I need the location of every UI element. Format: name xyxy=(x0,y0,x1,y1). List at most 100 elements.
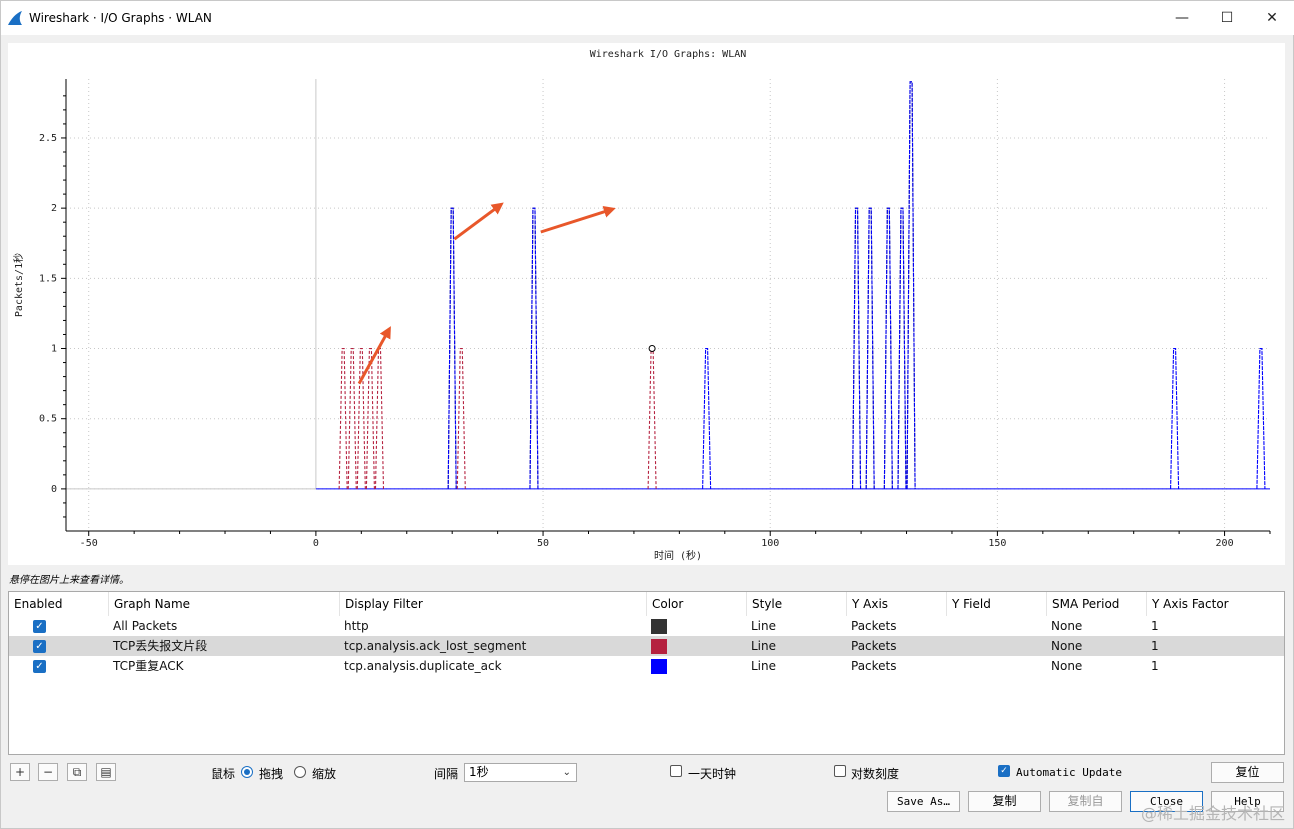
table-row[interactable]: ✓ All Packets http Line Packets None 1 xyxy=(9,616,1284,636)
style: Line xyxy=(751,639,777,653)
col-y-axis[interactable]: Y Axis xyxy=(847,592,947,616)
copy-graph-button[interactable]: ⧉ xyxy=(67,763,87,781)
copy-button[interactable]: 复制 xyxy=(968,791,1041,812)
col-display-filter[interactable]: Display Filter xyxy=(340,592,647,616)
color-swatch[interactable] xyxy=(651,659,667,674)
automatic-update-checkbox[interactable]: ✓ xyxy=(998,765,1010,777)
annotation-arrow xyxy=(453,202,504,241)
annotation-arrow xyxy=(357,326,391,385)
maximize-button[interactable]: ☐ xyxy=(1204,1,1250,35)
series-point xyxy=(347,347,357,489)
enabled-checkbox[interactable]: ✓ xyxy=(33,620,46,633)
maximize-icon: ☐ xyxy=(1220,10,1234,26)
x-tick-label: 50 xyxy=(537,538,549,549)
display-filter: tcp.analysis.ack_lost_segment xyxy=(344,639,527,653)
color-swatch[interactable] xyxy=(651,619,667,634)
series-point xyxy=(647,347,657,489)
time-of-day-label[interactable]: 一天时钟 xyxy=(688,767,737,781)
series-point xyxy=(1256,347,1266,489)
y-axis-label: Packets/1秒 xyxy=(12,253,25,317)
add-graph-button[interactable]: + xyxy=(10,763,30,781)
y-field xyxy=(946,636,951,656)
io-graph-chart[interactable]: Wireshark I/O Graphs: WLAN-50 0 50 100 150 20… xyxy=(8,43,1285,565)
time-of-day-checkbox[interactable] xyxy=(670,765,682,777)
interval-select[interactable]: 1秒 ⌄ xyxy=(464,763,577,782)
y-field xyxy=(946,656,951,676)
series-point xyxy=(883,207,893,489)
graph-controls-bar: + − ⧉ ▤ 鼠标 拖拽 缩放 间隔 1秒 ⌄ 一天时钟 对数刻度 ✓ Aut… xyxy=(1,759,1294,785)
series-point xyxy=(897,207,907,489)
minimize-button[interactable]: — xyxy=(1159,1,1205,35)
chevron-down-icon: ⌄ xyxy=(562,767,571,778)
x-tick-label: 150 xyxy=(988,538,1006,549)
series-point xyxy=(447,207,457,489)
series-point xyxy=(365,347,375,489)
col-y-field[interactable]: Y Field xyxy=(947,592,1047,616)
y-tick-label: 0.5 xyxy=(39,414,57,425)
series-point xyxy=(852,207,862,489)
title-bar: Wireshark · I/O Graphs · WLAN xyxy=(1,1,1294,35)
y-axis-factor: 1 xyxy=(1151,659,1159,673)
style: Line xyxy=(751,619,777,633)
annotation-arrow xyxy=(540,206,616,234)
table-row[interactable]: ✓ TCP丢失报文片段 tcp.analysis.ack_lost_segmen… xyxy=(9,636,1284,656)
x-tick-label: 0 xyxy=(313,538,319,549)
clear-icon: ▤ xyxy=(100,765,112,779)
copy-from-button[interactable]: 复制自 xyxy=(1049,791,1122,812)
table-row[interactable]: ✓ TCP重复ACK tcp.analysis.duplicate_ack Li… xyxy=(9,656,1284,676)
zoom-label[interactable]: 缩放 xyxy=(312,767,337,781)
sma-period: None xyxy=(1051,639,1083,653)
graph-name: TCP丢失报文片段 xyxy=(113,639,208,653)
series-point xyxy=(906,81,916,489)
series-point xyxy=(1170,347,1180,489)
zoom-radio[interactable] xyxy=(294,766,306,778)
minus-icon: − xyxy=(42,765,54,779)
copy-icon: ⧉ xyxy=(72,765,82,779)
close-window-button[interactable]: ✕ xyxy=(1249,1,1294,35)
interval-value: 1秒 xyxy=(469,765,489,779)
col-sma-period[interactable]: SMA Period xyxy=(1047,592,1147,616)
sma-period: None xyxy=(1051,619,1083,633)
hover-hint: 悬停在图片上来查看详情。 xyxy=(9,575,129,586)
plus-icon: + xyxy=(14,765,26,779)
col-style[interactable]: Style xyxy=(747,592,847,616)
graph-name: All Packets xyxy=(113,619,178,633)
col-enabled[interactable]: Enabled xyxy=(9,592,109,616)
display-filter: http xyxy=(344,619,369,633)
col-y-axis-factor[interactable]: Y Axis Factor xyxy=(1152,597,1229,611)
reset-button[interactable]: 复位 xyxy=(1211,762,1284,783)
drag-label[interactable]: 拖拽 xyxy=(259,767,284,781)
remove-graph-button[interactable]: − xyxy=(38,763,58,781)
wireshark-fin-icon xyxy=(8,11,22,25)
y-axis: Packets xyxy=(851,639,897,653)
y-axis-factor: 1 xyxy=(1151,639,1159,653)
io-graph-plot[interactable]: Wireshark I/O Graphs: WLAN -50 0 50 100 150 20… xyxy=(8,43,1285,565)
graph-table[interactable]: Enabled Graph Name Display Filter Color … xyxy=(8,591,1285,755)
save-as-button[interactable]: Save As… xyxy=(887,791,960,812)
enabled-checkbox[interactable]: ✓ xyxy=(33,640,46,653)
series-point xyxy=(702,347,712,489)
graph-name: TCP重复ACK xyxy=(113,659,184,673)
col-color[interactable]: Color xyxy=(647,592,747,616)
y-axis: Packets xyxy=(851,659,897,673)
log-scale-label[interactable]: 对数刻度 xyxy=(851,767,900,781)
x-tick-label: -50 xyxy=(80,538,98,549)
automatic-update-label[interactable]: Automatic Update xyxy=(1016,766,1122,779)
x-tick-label: 100 xyxy=(761,538,779,549)
y-axis-factor: 1 xyxy=(1151,619,1159,633)
series-point xyxy=(865,207,875,489)
y-tick-label: 2.5 xyxy=(39,133,57,144)
series-point xyxy=(456,347,466,489)
x-axis-label: 时间 (秒) xyxy=(654,549,702,562)
y-tick-label: 0 xyxy=(51,484,57,495)
drag-radio[interactable] xyxy=(241,766,253,778)
col-graph-name[interactable]: Graph Name xyxy=(109,592,340,616)
color-swatch[interactable] xyxy=(651,639,667,654)
help-button[interactable]: Help xyxy=(1211,791,1284,812)
display-filter: tcp.analysis.duplicate_ack xyxy=(344,659,502,673)
close-button[interactable]: Close xyxy=(1130,791,1203,812)
clear-graphs-button[interactable]: ▤ xyxy=(96,763,116,781)
log-scale-checkbox[interactable] xyxy=(834,765,846,777)
enabled-checkbox[interactable]: ✓ xyxy=(33,660,46,673)
